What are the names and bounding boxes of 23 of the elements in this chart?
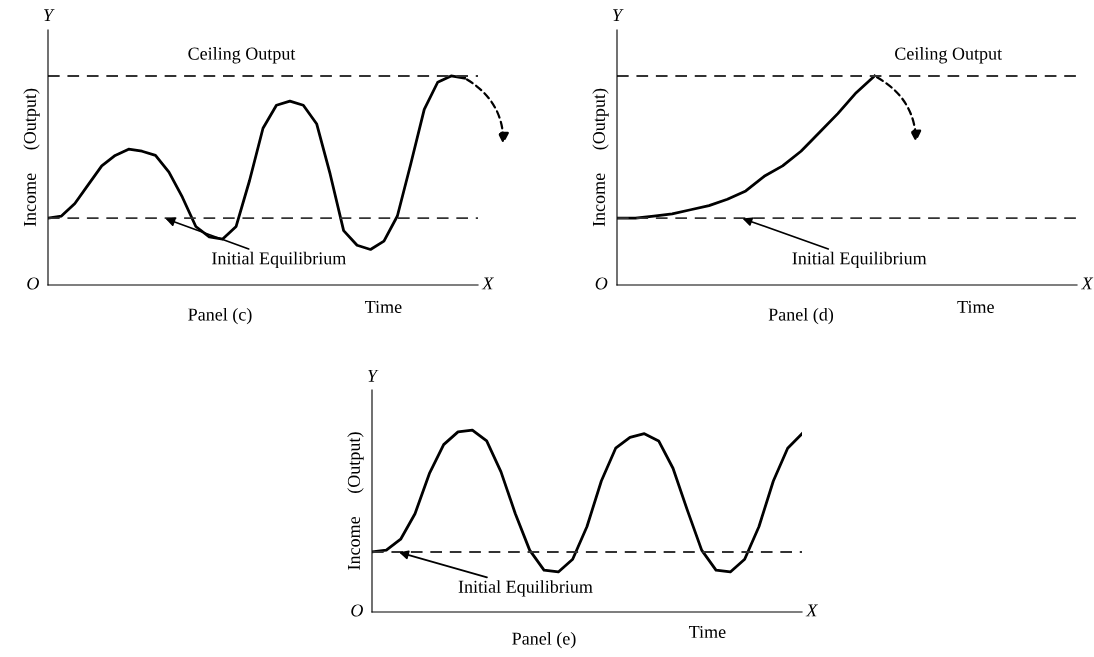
- text: Y: [368, 369, 379, 382]
- ref-line-label: Initial Equilibrium: [792, 251, 927, 269]
- y-axis-title: Income (Output): [23, 88, 40, 227]
- ref-line-label: Initial Equilibrium: [212, 251, 347, 269]
- ref-line-label: Ceiling Output: [895, 47, 1003, 64]
- text: Panel (e): [512, 631, 576, 649]
- text: O: [595, 277, 608, 290]
- text: Panel (d): [768, 307, 834, 325]
- text: Y: [44, 9, 55, 22]
- x-axis-title: Time: [957, 300, 994, 314]
- text: Y: [613, 9, 624, 22]
- y-axis-title: Income (Output): [592, 88, 609, 227]
- y-axis-title: Income (Output): [347, 432, 364, 570]
- text: X: [1081, 277, 1094, 290]
- text: O: [27, 277, 39, 290]
- text: O: [351, 604, 363, 617]
- x-axis-title: Time: [364, 300, 402, 314]
- ref-line-label: Initial Equilibrium: [458, 580, 593, 597]
- text: X: [805, 604, 818, 617]
- text: X: [481, 277, 494, 290]
- x-axis-title: Time: [688, 625, 726, 639]
- text: Panel (c): [188, 307, 252, 325]
- ref-line-label: Ceiling Output: [188, 47, 296, 64]
